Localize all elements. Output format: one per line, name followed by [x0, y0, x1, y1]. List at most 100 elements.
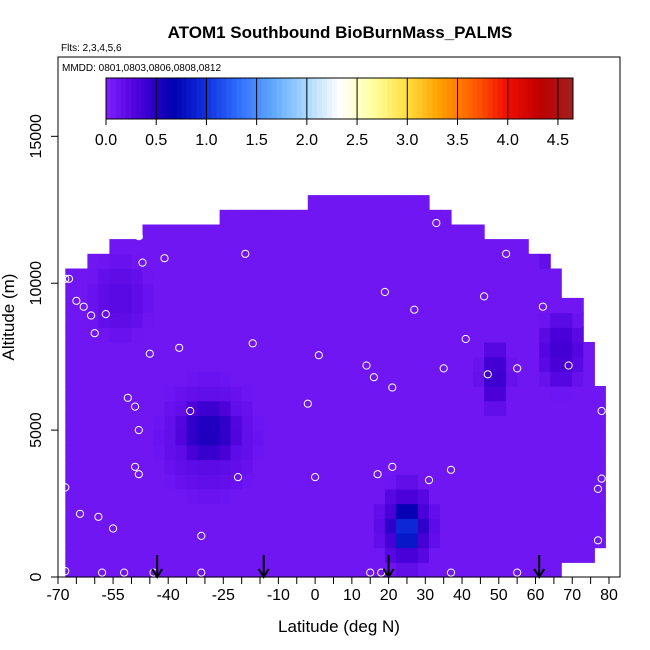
- heatmap-cell: [153, 371, 166, 387]
- heatmap-cell: [219, 547, 232, 563]
- heatmap-cell: [296, 312, 309, 328]
- heatmap-cell: [230, 503, 243, 519]
- heatmap-cell: [252, 430, 265, 446]
- colorbar-segment: [517, 78, 524, 119]
- colorbar-tick-label: 2.5: [346, 132, 368, 149]
- heatmap-cell: [318, 342, 331, 358]
- heatmap-cell: [98, 503, 110, 519]
- heatmap-cell: [285, 474, 298, 490]
- heatmap-cell: [484, 415, 496, 431]
- heatmap-cell: [98, 386, 110, 402]
- heatmap-cell: [274, 547, 287, 563]
- heatmap-cell: [197, 297, 210, 314]
- heatmap-cell: [429, 297, 441, 314]
- heatmap-cell: [98, 283, 110, 299]
- heatmap-cell: [175, 400, 188, 416]
- heatmap-cell: [263, 430, 276, 446]
- heatmap-cell: [142, 488, 155, 505]
- heatmap-cell: [197, 474, 210, 490]
- heatmap-cell: [285, 268, 298, 284]
- heatmap-cell: [561, 386, 573, 402]
- heatmap-cell: [274, 224, 287, 240]
- colorbar-segment: [281, 78, 288, 119]
- heatmap-cell: [208, 239, 221, 255]
- heatmap-cell: [142, 283, 155, 299]
- heatmap-cell: [561, 312, 573, 328]
- heatmap-cell: [186, 488, 199, 505]
- heatmap-cell: [65, 474, 77, 490]
- heatmap-cell: [153, 474, 166, 490]
- heatmap-cell: [76, 386, 88, 402]
- heatmap-cell: [440, 415, 452, 431]
- heatmap-cell: [241, 430, 254, 446]
- heatmap-cell: [451, 239, 463, 255]
- heatmap-cell: [429, 224, 441, 240]
- heatmap-cell: [517, 518, 529, 534]
- heatmap-cell: [418, 209, 430, 226]
- sample-point: [380, 287, 389, 297]
- heatmap-cell: [429, 444, 441, 461]
- heatmap-cell: [517, 474, 529, 490]
- heatmap-cell: [495, 283, 507, 299]
- heatmap-cell: [131, 312, 144, 328]
- heatmap-cell: [473, 459, 485, 475]
- heatmap-cell: [274, 474, 287, 490]
- colorbar-segment: [552, 78, 559, 119]
- heatmap-cell: [186, 342, 199, 358]
- heatmap-cell: [429, 518, 441, 534]
- heatmap-cell: [539, 400, 551, 416]
- heatmap-cell: [318, 297, 331, 314]
- colorbar-segment: [271, 78, 278, 119]
- heatmap-cell: [208, 386, 221, 402]
- heatmap-cell: [197, 239, 210, 255]
- heatmap-cell: [473, 518, 485, 534]
- heatmap-cell: [164, 297, 177, 314]
- heatmap-cell: [561, 444, 573, 461]
- heatmap-cell: [87, 532, 99, 549]
- heatmap-cell: [307, 400, 320, 416]
- heatmap-cell: [384, 283, 397, 299]
- heatmap-cell: [407, 327, 419, 343]
- heatmap-cell: [87, 253, 99, 270]
- heatmap-cell: [451, 518, 463, 534]
- heatmap-cell: [440, 312, 452, 328]
- heatmap-cell: [142, 253, 155, 270]
- sample-point: [373, 470, 382, 479]
- heatmap-cell: [451, 459, 463, 475]
- heatmap-cell: [594, 503, 606, 519]
- heatmap-cell: [539, 444, 551, 461]
- heatmap-cell: [583, 474, 595, 490]
- heatmap-cell: [506, 283, 518, 299]
- heatmap-cell: [561, 342, 573, 358]
- heatmap-cell: [572, 371, 584, 387]
- colorbar-segment: [402, 78, 408, 119]
- heatmap-cell: [340, 239, 353, 255]
- heatmap-cell: [407, 386, 419, 402]
- heatmap-cell: [583, 400, 595, 416]
- heatmap-cell: [142, 503, 155, 519]
- heatmap-cell: [197, 253, 210, 270]
- heatmap-cell: [517, 547, 529, 563]
- heatmap-cell: [594, 415, 606, 431]
- heatmap-cell: [274, 327, 287, 343]
- sample-point: [461, 334, 470, 344]
- heatmap-cell: [539, 371, 551, 387]
- colorbar-segment: [111, 78, 117, 119]
- heatmap-cell: [186, 430, 199, 446]
- sample-point: [439, 364, 448, 373]
- heatmap-cell: [407, 253, 419, 270]
- heatmap-cell: [285, 253, 298, 270]
- heatmap-cell: [197, 488, 210, 505]
- colorbar-segment: [372, 78, 378, 119]
- heatmap-cell: [462, 547, 474, 563]
- heatmap-cell: [263, 239, 276, 255]
- sample-point: [131, 402, 140, 411]
- heatmap-cell: [219, 209, 232, 226]
- sample-point: [303, 399, 312, 408]
- heatmap-cell: [506, 503, 518, 519]
- x-tick-label: 30: [416, 587, 434, 604]
- heatmap-cell: [340, 356, 353, 372]
- heatmap-cell: [252, 327, 265, 343]
- heatmap-cell: [384, 488, 397, 505]
- heatmap-cell: [495, 400, 507, 416]
